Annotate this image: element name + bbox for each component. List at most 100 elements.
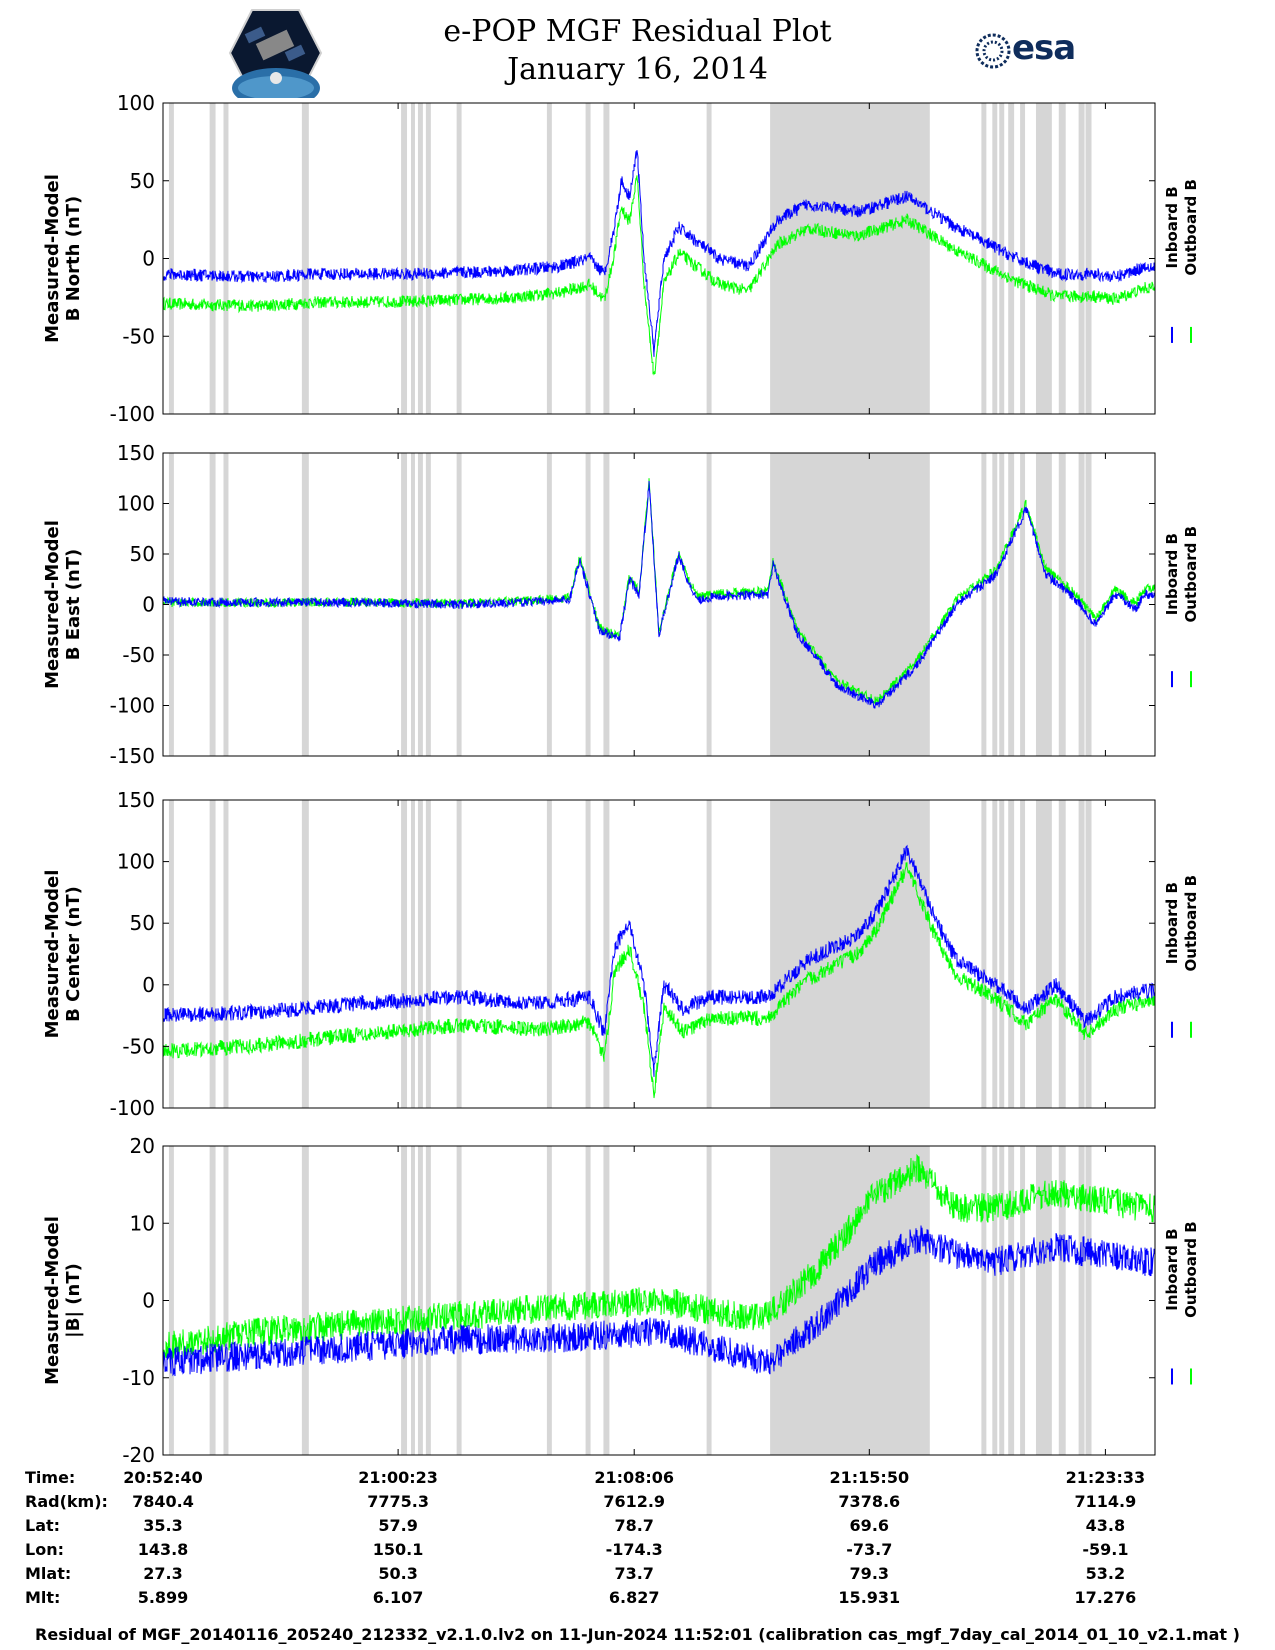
y-tick-label: -50 <box>122 1034 155 1058</box>
y-tick-label: 0 <box>142 973 155 997</box>
shaded-interval <box>603 1146 610 1455</box>
shaded-interval <box>456 1146 462 1455</box>
shaded-interval <box>301 800 309 1108</box>
shaded-interval <box>981 800 987 1108</box>
info-cell: 69.6 <box>849 1516 890 1535</box>
info-cell: 21:23:33 <box>1065 1468 1146 1487</box>
info-cell: 78.7 <box>614 1516 654 1535</box>
y-axis-label: Measured-Model <box>42 174 63 343</box>
shaded-interval <box>546 1146 552 1455</box>
y-tick-label: 150 <box>117 441 155 465</box>
outboard-b-line <box>162 478 1156 705</box>
shaded-interval <box>209 103 216 414</box>
info-cell: 7612.9 <box>603 1492 666 1511</box>
legend-label-inboard: Inboard B <box>1163 533 1181 615</box>
info-cell: 6.827 <box>608 1588 660 1607</box>
shaded-interval <box>546 453 552 756</box>
info-cell: 5.899 <box>137 1588 189 1607</box>
shaded-interval <box>992 103 998 414</box>
shaded-interval <box>999 453 1005 756</box>
legend-label-outboard: Outboard B <box>1182 875 1200 972</box>
info-cell: -59.1 <box>1082 1540 1129 1559</box>
info-cell: 57.9 <box>378 1516 418 1535</box>
shaded-interval <box>770 103 930 414</box>
info-cell: 150.1 <box>372 1540 424 1559</box>
info-cell: 27.3 <box>143 1564 183 1583</box>
shaded-interval <box>456 800 462 1108</box>
shaded-interval <box>1058 800 1066 1108</box>
y-axis-label: Measured-Model <box>42 870 63 1039</box>
y-tick-label: 150 <box>117 788 155 812</box>
info-cell: -174.3 <box>605 1540 663 1559</box>
shaded-interval <box>706 103 712 414</box>
shaded-interval <box>585 453 591 756</box>
shaded-interval <box>401 1146 408 1455</box>
y-tick-label: -20 <box>122 1443 155 1467</box>
info-cell: 21:15:50 <box>829 1468 910 1487</box>
y-tick-label: 20 <box>130 1134 155 1158</box>
shaded-interval <box>209 1146 216 1455</box>
shaded-interval <box>1020 800 1026 1108</box>
plot-frame <box>162 799 1156 1109</box>
shaded-interval <box>411 1146 415 1455</box>
info-cell: 43.8 <box>1085 1516 1126 1535</box>
info-cell: 17.276 <box>1074 1588 1137 1607</box>
info-cell: 143.8 <box>137 1540 189 1559</box>
shaded-interval <box>992 800 998 1108</box>
shaded-interval <box>411 103 415 414</box>
plot-frame <box>162 102 1156 415</box>
y-tick-label: -100 <box>110 694 155 718</box>
info-cell: 50.3 <box>378 1564 418 1583</box>
shaded-interval <box>223 103 229 414</box>
shaded-interval <box>425 103 431 414</box>
shaded-interval <box>1078 103 1085 414</box>
plot-title: e-POP MGF Residual Plot <box>443 14 832 49</box>
y-tick-label: 0 <box>142 247 155 271</box>
info-cell: 7840.4 <box>132 1492 194 1511</box>
shaded-interval <box>706 453 712 756</box>
shaded-interval <box>992 1146 998 1455</box>
shaded-interval <box>992 453 998 756</box>
outboard-b-line <box>162 1153 1156 1360</box>
shaded-interval <box>1008 1146 1015 1455</box>
shaded-interval <box>1085 800 1092 1108</box>
shaded-interval <box>981 1146 987 1455</box>
y-axis-label: B East (nT) <box>63 549 84 661</box>
info-row-label: Mlat: <box>25 1564 72 1583</box>
shaded-interval <box>223 800 229 1108</box>
shaded-interval <box>585 1146 591 1455</box>
info-cell: 53.2 <box>1085 1564 1126 1583</box>
outboard-b-line <box>162 175 1156 376</box>
shaded-interval <box>1058 1146 1066 1455</box>
y-axis-label: B North (nT) <box>63 196 84 322</box>
shaded-interval <box>770 1146 930 1455</box>
y-axis-label: Measured-Model <box>42 1216 63 1385</box>
shaded-interval <box>417 103 423 414</box>
shaded-interval <box>1035 453 1052 756</box>
y-tick-label: 100 <box>117 91 155 115</box>
info-cell: 73.7 <box>614 1564 654 1583</box>
shaded-interval <box>999 800 1005 1108</box>
shaded-interval <box>1058 103 1066 414</box>
shaded-interval <box>546 800 552 1108</box>
inboard-b-line <box>162 150 1156 357</box>
info-cell: 35.3 <box>143 1516 183 1535</box>
shaded-interval <box>770 453 930 756</box>
y-tick-label: 0 <box>142 593 155 617</box>
y-tick-label: -50 <box>122 324 155 348</box>
info-cell: 6.107 <box>372 1588 424 1607</box>
shaded-interval <box>1078 800 1085 1108</box>
y-tick-label: 100 <box>117 492 155 516</box>
shaded-interval <box>1020 453 1026 756</box>
info-row-label: Time: <box>25 1468 76 1487</box>
info-row-label: Rad(km): <box>25 1492 108 1511</box>
info-cell: 7775.3 <box>367 1492 429 1511</box>
shaded-interval <box>1008 453 1015 756</box>
y-tick-label: 0 <box>142 1289 155 1313</box>
shaded-interval <box>301 1146 309 1455</box>
legend-label-inboard: Inboard B <box>1163 1228 1181 1310</box>
esa-logo-text: esa <box>1012 28 1076 68</box>
y-axis-label: |B| (nT) <box>63 1263 84 1338</box>
y-tick-label: 100 <box>117 850 155 874</box>
esa-logo-icon <box>975 33 1011 73</box>
